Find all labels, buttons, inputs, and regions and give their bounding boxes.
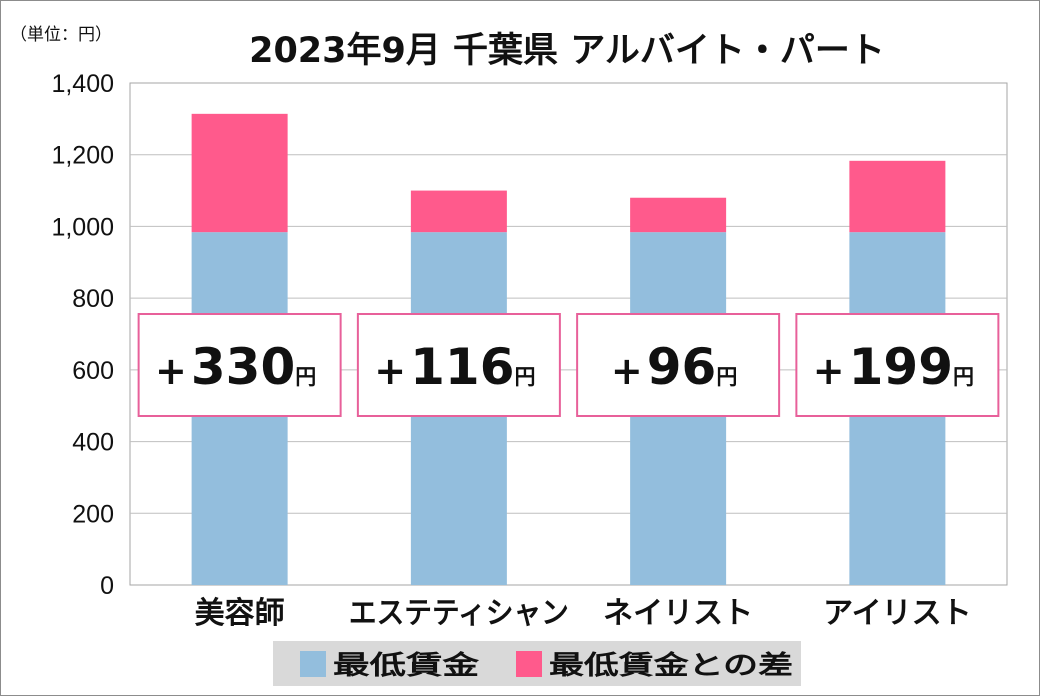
difference-label-box xyxy=(356,313,561,417)
difference-label: +330円 xyxy=(137,313,342,417)
legend-label: 最低賃金との差 xyxy=(549,650,793,681)
diff-value: 330 xyxy=(191,338,295,396)
x-axis-ticks: 美容師 エステティシャン ネイリスト アイリスト xyxy=(195,596,972,631)
difference-label: +96円 xyxy=(576,313,781,417)
bar-difference xyxy=(849,160,946,233)
diff-sign: + xyxy=(611,349,643,393)
y-tick-label: 1,400 xyxy=(51,70,114,98)
bar-difference xyxy=(410,190,507,233)
difference-label-box xyxy=(795,313,1000,417)
difference-label-text: +199円 xyxy=(813,338,974,396)
difference-label-text: +330円 xyxy=(155,338,316,396)
unit-note: （単位：円） xyxy=(10,25,112,45)
diff-unit: 円 xyxy=(953,365,974,389)
x-tick-label: エステティシャン xyxy=(349,596,569,631)
diff-unit: 円 xyxy=(295,365,316,389)
diff-sign: + xyxy=(813,349,845,393)
diff-sign: + xyxy=(155,349,187,393)
difference-label-box xyxy=(137,313,342,417)
diff-unit: 円 xyxy=(716,365,737,389)
y-tick-label: 1,000 xyxy=(51,213,114,241)
difference-label-box xyxy=(576,313,781,417)
difference-labels: +330円 +116円 +96円 +199円 xyxy=(137,313,1000,417)
legend-swatch xyxy=(516,651,542,677)
difference-label-text: +96円 xyxy=(611,338,737,396)
y-tick-label: 800 xyxy=(72,285,114,313)
bar-difference xyxy=(191,113,288,233)
bar-difference xyxy=(630,197,727,233)
x-tick-label: アイリスト xyxy=(823,596,972,631)
y-tick-label: 400 xyxy=(72,429,114,457)
y-tick-label: 1,200 xyxy=(51,142,114,170)
y-tick-label: 0 xyxy=(100,572,114,600)
x-tick-label: 美容師 xyxy=(195,596,285,631)
y-tick-label: 200 xyxy=(72,500,114,528)
diff-value: 199 xyxy=(849,338,953,396)
diff-value: 116 xyxy=(410,338,514,396)
difference-label: +199円 xyxy=(795,313,1000,417)
y-tick-label: 600 xyxy=(72,357,114,385)
x-tick-label: ネイリスト xyxy=(603,596,753,631)
diff-unit: 円 xyxy=(514,365,535,389)
difference-label: +116円 xyxy=(356,313,561,417)
legend-swatch xyxy=(300,651,326,677)
diff-sign: + xyxy=(374,349,406,393)
y-axis-ticks: 0 200 400 600 800 1,000 1,200 1,400 xyxy=(51,70,114,600)
legend-label: 最低賃金 xyxy=(333,650,480,681)
chart-title: 2023年9月 千葉県 アルバイト・パート xyxy=(249,31,885,71)
diff-value: 96 xyxy=(647,338,717,396)
legend: 最低賃金 最低賃金との差 xyxy=(300,650,793,681)
difference-label-text: +116円 xyxy=(374,338,535,396)
